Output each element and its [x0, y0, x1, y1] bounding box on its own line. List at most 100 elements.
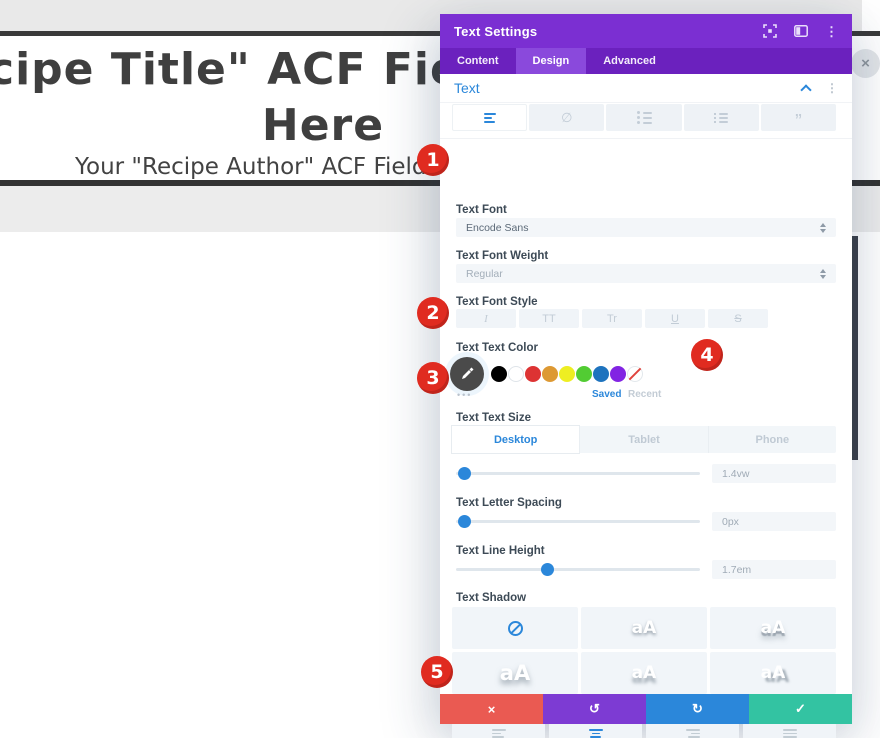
link-icon: ∅	[561, 110, 573, 125]
device-tab-desktop[interactable]: Desktop	[452, 426, 580, 453]
align-justify-button[interactable]	[743, 723, 836, 738]
shadow-preset-4[interactable]: aA	[581, 652, 707, 694]
cancel-button[interactable]: ×	[440, 694, 543, 724]
unordered-list-icon	[636, 111, 652, 124]
chevron-up-icon[interactable]	[800, 83, 812, 96]
underline-button[interactable]: U	[645, 309, 705, 328]
uppercase-button[interactable]: TT	[519, 309, 579, 328]
color-swatches	[491, 366, 643, 382]
line-height-slider-thumb[interactable]	[541, 563, 555, 576]
undo-button[interactable]: ↺	[543, 694, 646, 724]
color-swatch-blue[interactable]	[593, 366, 609, 382]
section-menu-icon[interactable]: ⋮	[826, 81, 838, 95]
color-swatch-white[interactable]	[508, 366, 524, 382]
quote-icon: ”	[795, 110, 802, 133]
color-swatch-black[interactable]	[491, 366, 507, 382]
text-size-slider[interactable]	[456, 467, 700, 480]
color-swatch-red[interactable]	[525, 366, 541, 382]
more-colors-icon[interactable]: •••	[457, 390, 473, 400]
font-style-options: I TT Tr U S	[456, 309, 768, 328]
save-button[interactable]: ✓	[749, 694, 852, 724]
layout-panel-icon[interactable]	[794, 24, 808, 38]
device-tab-phone[interactable]: Phone	[707, 426, 836, 453]
tab-design[interactable]: Design	[515, 48, 587, 74]
line-height-value[interactable]: 1.7em	[712, 560, 836, 579]
tab-content[interactable]: Content	[457, 55, 499, 67]
text-font-style-label: Text Font Style	[456, 296, 538, 308]
line-height-label: Text Line Height	[456, 545, 545, 557]
letter-spacing-label: Text Letter Spacing	[456, 497, 562, 509]
modal-title: Text Settings	[454, 23, 538, 39]
device-tab-tablet[interactable]: Tablet	[579, 426, 707, 453]
callout-badge-1: 1	[417, 144, 449, 176]
strikethrough-button[interactable]: S	[708, 309, 768, 328]
color-swatch-none[interactable]	[627, 366, 643, 382]
shadow-preset-1[interactable]: aA	[581, 607, 707, 649]
text-size-label: Text Text Size	[456, 412, 531, 424]
text-align-icon	[483, 112, 496, 123]
text-section-header[interactable]: Text ⋮	[440, 74, 852, 103]
text-section-title: Text	[454, 80, 480, 96]
text-font-label: Text Font	[456, 204, 507, 216]
modal-header: Text Settings ⋮	[440, 14, 852, 48]
align-right-button[interactable]	[646, 723, 739, 738]
eyedropper-button[interactable]	[450, 357, 484, 391]
modal-menu-icon[interactable]: ⋮	[825, 23, 838, 39]
subtab-link[interactable]: ∅	[529, 104, 605, 131]
recent-colors-tab[interactable]: Recent	[628, 389, 662, 400]
text-font-value: Encode Sans	[466, 221, 529, 234]
close-settings-button[interactable]: ×	[851, 49, 880, 78]
callout-badge-4: 4	[691, 339, 723, 371]
shadow-preset-none[interactable]	[452, 607, 578, 649]
page-vertical-divider	[852, 236, 858, 460]
text-font-select[interactable]: Encode Sans	[456, 218, 836, 237]
callout-badge-5: 5	[421, 656, 453, 688]
subtab-ul[interactable]	[606, 104, 682, 131]
text-size-value[interactable]: 1.4vw	[712, 464, 836, 483]
text-font-weight-value: Regular	[466, 267, 503, 280]
expand-preview-icon[interactable]	[763, 24, 777, 38]
tab-advanced[interactable]: Advanced	[603, 55, 656, 67]
align-center-icon	[588, 729, 603, 738]
no-shadow-icon	[507, 620, 523, 636]
subtab-quote[interactable]: ”	[760, 104, 837, 133]
select-arrows-icon	[820, 268, 826, 279]
modal-body: Text ⋮ ∅	[440, 74, 852, 738]
ordered-list-icon	[714, 112, 729, 123]
align-justify-icon	[782, 729, 797, 738]
callout-badge-2: 2	[417, 297, 449, 329]
letter-spacing-value[interactable]: 0px	[712, 512, 836, 531]
align-left-button[interactable]	[452, 723, 545, 738]
letter-spacing-slider[interactable]	[456, 515, 700, 528]
text-color-label: Text Text Color	[456, 342, 538, 354]
align-center-button[interactable]	[549, 723, 642, 738]
text-size-slider-thumb[interactable]	[458, 467, 472, 480]
italic-button[interactable]: I	[456, 309, 516, 328]
device-tabs: Desktop Tablet Phone	[452, 426, 836, 453]
alignment-options	[452, 723, 836, 738]
modal-tabbar: Content Design Advanced	[440, 48, 852, 74]
shadow-preset-2[interactable]: aA	[710, 607, 836, 649]
subtab-ol[interactable]	[683, 104, 759, 131]
align-left-icon	[491, 729, 506, 738]
smallcaps-button[interactable]: Tr	[582, 309, 642, 328]
shadow-preset-5[interactable]: aA	[710, 652, 836, 694]
color-swatch-green[interactable]	[576, 366, 592, 382]
line-height-slider[interactable]	[456, 563, 700, 576]
color-swatch-orange[interactable]	[542, 366, 558, 382]
text-shadow-presets: aA aA aA aA aA	[452, 607, 836, 694]
redo-button[interactable]: ↻	[646, 694, 749, 724]
text-font-weight-select[interactable]: Regular	[456, 264, 836, 283]
saved-colors-tab[interactable]: Saved	[592, 389, 622, 400]
color-swatch-yellow[interactable]	[559, 366, 575, 382]
subtab-text[interactable]	[452, 104, 528, 131]
align-right-icon	[685, 729, 700, 738]
shadow-preset-3[interactable]: aA	[452, 652, 578, 694]
text-settings-modal: Text Settings ⋮ Content Design Advanced …	[440, 14, 852, 738]
modal-footer: × ↺ ↻ ✓	[440, 694, 852, 724]
divider	[440, 138, 852, 139]
text-subtabs: ∅ ”	[452, 104, 837, 133]
color-swatch-purple[interactable]	[610, 366, 626, 382]
letter-spacing-slider-thumb[interactable]	[458, 515, 472, 528]
